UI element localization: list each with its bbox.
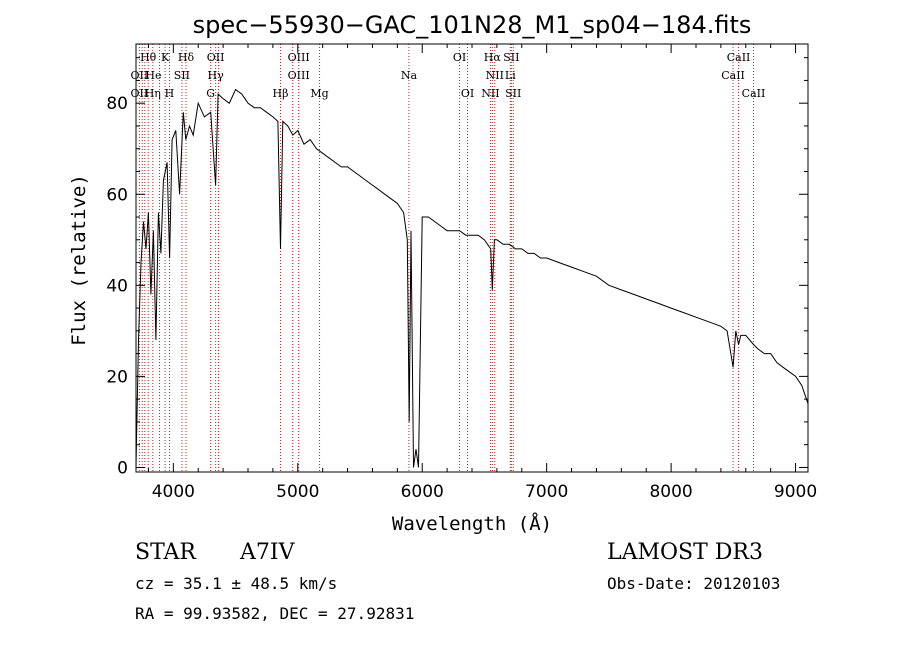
line-id-label: Hγ	[208, 69, 225, 82]
x-tick-label: 5000	[276, 482, 319, 502]
y-tick-label: 0	[117, 458, 128, 478]
line-id-label: OIII	[288, 69, 310, 82]
line-id-label: NII	[481, 87, 499, 100]
line-id-label: OII	[131, 87, 149, 100]
line-id-label: OI	[461, 87, 474, 100]
line-id-label: OI	[453, 51, 466, 64]
survey-name: LAMOST DR3	[607, 540, 763, 565]
line-id-label: Hδ	[178, 51, 195, 64]
line-id-label: SII	[505, 87, 521, 100]
line-id-label: OII	[131, 69, 149, 82]
line-id-label: He	[145, 69, 161, 82]
x-tick-label: 8000	[649, 482, 692, 502]
line-id-label: G	[206, 87, 215, 100]
y-tick-label: 20	[106, 367, 128, 387]
line-id-label: Hα	[484, 51, 502, 64]
line-id-label: Mg	[310, 87, 328, 100]
y-axis-label: Flux (relative)	[68, 174, 90, 346]
line-id-label: CaII	[721, 69, 745, 82]
line-id-label: Hη	[145, 87, 161, 100]
x-tick-label: 4000	[152, 482, 195, 502]
line-id-label: SII	[503, 51, 519, 64]
line-id-label: NII	[486, 69, 504, 82]
line-id-label: Hθ	[140, 51, 157, 64]
line-id-label: CaII	[742, 87, 766, 100]
x-tick-label: 9000	[774, 482, 817, 502]
y-tick-label: 60	[106, 185, 128, 205]
line-id-label: OII	[207, 51, 225, 64]
line-id-label: Hβ	[273, 87, 289, 100]
object-class: STAR	[135, 540, 196, 565]
x-tick-label: 7000	[525, 482, 568, 502]
spectral-subclass: A7IV	[240, 540, 295, 565]
redshift-velocity: cz = 35.1 ± 48.5 km/s	[135, 574, 338, 593]
y-tick-label: 80	[106, 94, 128, 114]
spectrum-line	[135, 88, 809, 468]
sky-coordinates: RA = 99.93582, DEC = 27.92831	[135, 604, 415, 623]
line-id-label: CaII	[727, 51, 751, 64]
line-id-label: Li	[505, 69, 516, 82]
observation-date: Obs-Date: 20120103	[607, 574, 781, 593]
x-tick-label: 6000	[401, 482, 444, 502]
line-id-label: SII	[174, 69, 190, 82]
plot-axes: 4000 5000 6000 7000 8000 9000 0 20 40 60 80	[106, 43, 817, 502]
line-identification-marks	[138, 44, 754, 472]
plot-frame	[135, 43, 809, 473]
chart-title: spec−55930−GAC_101N28_M1_sp04−184.fits	[193, 11, 752, 39]
line-id-label: K	[161, 51, 170, 64]
x-axis-label: Wavelength (Å)	[392, 512, 552, 535]
y-tick-label: 40	[106, 276, 128, 296]
line-id-label: H	[165, 87, 175, 100]
line-id-label: Na	[401, 69, 418, 82]
line-id-label: OIII	[288, 51, 310, 64]
